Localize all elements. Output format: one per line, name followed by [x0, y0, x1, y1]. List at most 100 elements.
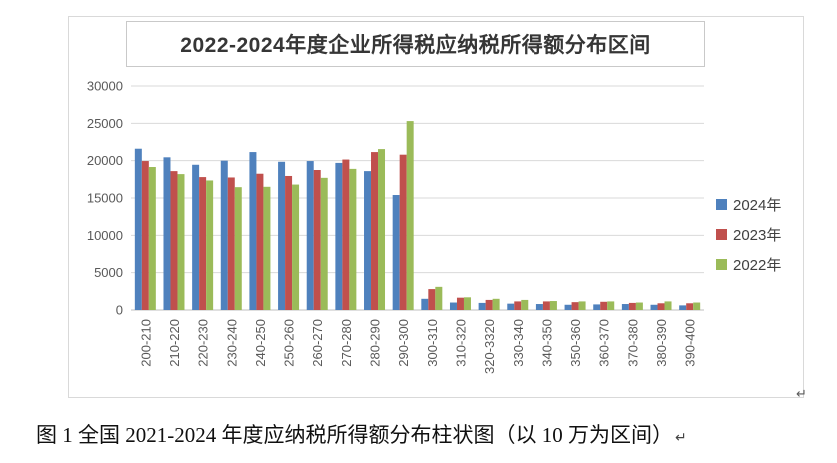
x-tick-label: 300-310 [425, 319, 440, 367]
bar-2023-250-260 [285, 175, 293, 310]
legend-swatch-icon [716, 199, 727, 210]
x-tick-label: 370-380 [625, 319, 640, 367]
legend-label: 2022年 [733, 257, 782, 274]
bar-2022-390-400 [693, 302, 701, 310]
bar-2023-390-400 [686, 303, 694, 310]
bar-2024-370-380 [621, 304, 629, 310]
legend-swatch-icon [716, 229, 727, 240]
chart-title-box: 2022-2024年度企业所得税应纳税所得额分布区间 [126, 21, 705, 67]
legend-item-2024: 2024年 [716, 194, 781, 215]
bar-2022-240-250 [263, 186, 271, 310]
bar-2023-220-230 [199, 177, 207, 310]
x-tick-label: 350-360 [568, 319, 583, 367]
bar-2024-210-220 [163, 157, 171, 310]
bar-2024-390-400 [679, 305, 687, 310]
bar-2024-360-370 [593, 304, 601, 310]
bar-2023-320-3320 [485, 299, 493, 310]
bar-2023-340-350 [542, 301, 550, 310]
bar-2023-230-240 [227, 177, 235, 310]
bar-2022-340-350 [549, 301, 557, 310]
legend-label: 2023年 [733, 227, 782, 244]
bar-2024-230-240 [220, 160, 228, 310]
x-tick-label: 320-3320 [482, 319, 497, 374]
figure-caption: 图 1 全国 2021-2024 年度应纳税所得额分布柱状图（以 10 万为区间… [36, 419, 687, 449]
x-tick-label: 360-370 [597, 319, 612, 367]
bar-2022-380-390 [664, 301, 672, 310]
bar-2022-210-220 [177, 174, 185, 310]
bar-2023-370-380 [628, 302, 636, 310]
figure-caption-text: 图 1 全国 2021-2024 年度应纳税所得额分布柱状图（以 10 万为区间… [36, 423, 673, 447]
x-tick-label: 260-270 [310, 319, 325, 367]
bar-2024-300-310 [421, 298, 429, 310]
x-tick-label: 230-240 [224, 319, 239, 367]
x-tick-label: 280-290 [368, 319, 383, 367]
y-tick-label: 25000 [87, 116, 123, 131]
x-tick-label: 240-250 [253, 319, 268, 367]
legend: 2024年 2023年 2022年 [716, 194, 781, 275]
bar-2024-270-280 [335, 162, 343, 310]
y-tick-label: 20000 [87, 153, 123, 168]
bar-2023-380-390 [657, 303, 665, 310]
bar-2022-270-280 [349, 168, 357, 310]
bar-2022-230-240 [234, 187, 242, 310]
bar-2023-330-340 [514, 301, 522, 310]
bar-2024-280-290 [364, 171, 372, 310]
legend-swatch-icon [716, 259, 727, 270]
bar-2024-220-230 [192, 164, 200, 310]
bar-2023-260-270 [313, 170, 321, 310]
plot-svg: 0 5000 10000 15000 20000 25000 30000 200-210 210… [87, 79, 704, 374]
bar-2024-330-340 [507, 303, 515, 310]
bar-2023-350-360 [571, 302, 579, 310]
x-tick-label: 340-350 [539, 319, 554, 367]
bar-2022-200-210 [148, 167, 156, 310]
bar-2023-270-280 [342, 159, 350, 310]
bar-2022-260-270 [320, 177, 328, 310]
bar-2022-360-370 [607, 301, 615, 310]
bar-2024-310-320 [449, 302, 457, 310]
bar-2022-310-320 [463, 297, 471, 310]
x-tick-label: 220-230 [196, 319, 211, 367]
x-tick-label: 330-340 [511, 319, 526, 367]
bar-2022-290-300 [406, 121, 414, 310]
bar-2022-330-340 [521, 299, 529, 310]
bar-2024-320-3320 [478, 302, 486, 310]
bar-2023-360-370 [600, 301, 608, 310]
bar-2024-250-260 [278, 161, 286, 310]
chart-frame: 2022-2024年度企业所得税应纳税所得额分布区间 0 5000 10000 150… [68, 16, 807, 401]
x-tick-label: 390-400 [683, 319, 698, 367]
y-tick-label: 15000 [87, 191, 123, 206]
bar-2023-300-310 [428, 289, 436, 310]
x-tick-label: 250-260 [282, 319, 297, 367]
chart-title: 2022-2024年度企业所得税应纳税所得额分布区间 [180, 34, 651, 57]
x-tick-label: 270-280 [339, 319, 354, 367]
bar-2024-340-350 [535, 304, 543, 310]
bar-2024-240-250 [249, 152, 257, 310]
bar-2023-240-250 [256, 173, 264, 310]
y-tick-label: 30000 [87, 79, 123, 94]
bar-2022-320-3320 [492, 298, 500, 310]
x-tick-label: 290-300 [396, 319, 411, 367]
bar-2022-350-360 [578, 301, 586, 310]
bar-2024-260-270 [306, 161, 314, 310]
paragraph-return-icon: ↵ [796, 386, 807, 401]
x-tick-label: 380-390 [654, 319, 669, 367]
bar-2022-250-260 [292, 184, 300, 310]
legend-item-2023: 2023年 [716, 224, 781, 245]
x-tick-label: 310-320 [453, 319, 468, 367]
legend-item-2022: 2022年 [716, 254, 781, 275]
bar-2023-290-300 [399, 154, 407, 310]
x-tick-label: 200-210 [138, 319, 153, 367]
bar-2024-290-300 [392, 195, 400, 310]
bar-2024-380-390 [650, 304, 658, 310]
legend-label: 2024年 [733, 197, 782, 214]
y-tick-label: 5000 [94, 265, 123, 280]
bar-2022-370-380 [635, 302, 643, 310]
bar-2024-200-210 [134, 148, 142, 310]
y-tick-label: 0 [116, 303, 123, 318]
paragraph-return-icon: ↵ [675, 431, 687, 446]
bar-2023-280-290 [371, 152, 379, 310]
bar-2023-210-220 [170, 171, 178, 310]
bar-2023-310-320 [456, 297, 464, 310]
x-tick-label: 210-220 [167, 319, 182, 367]
bar-2022-220-230 [206, 180, 214, 310]
